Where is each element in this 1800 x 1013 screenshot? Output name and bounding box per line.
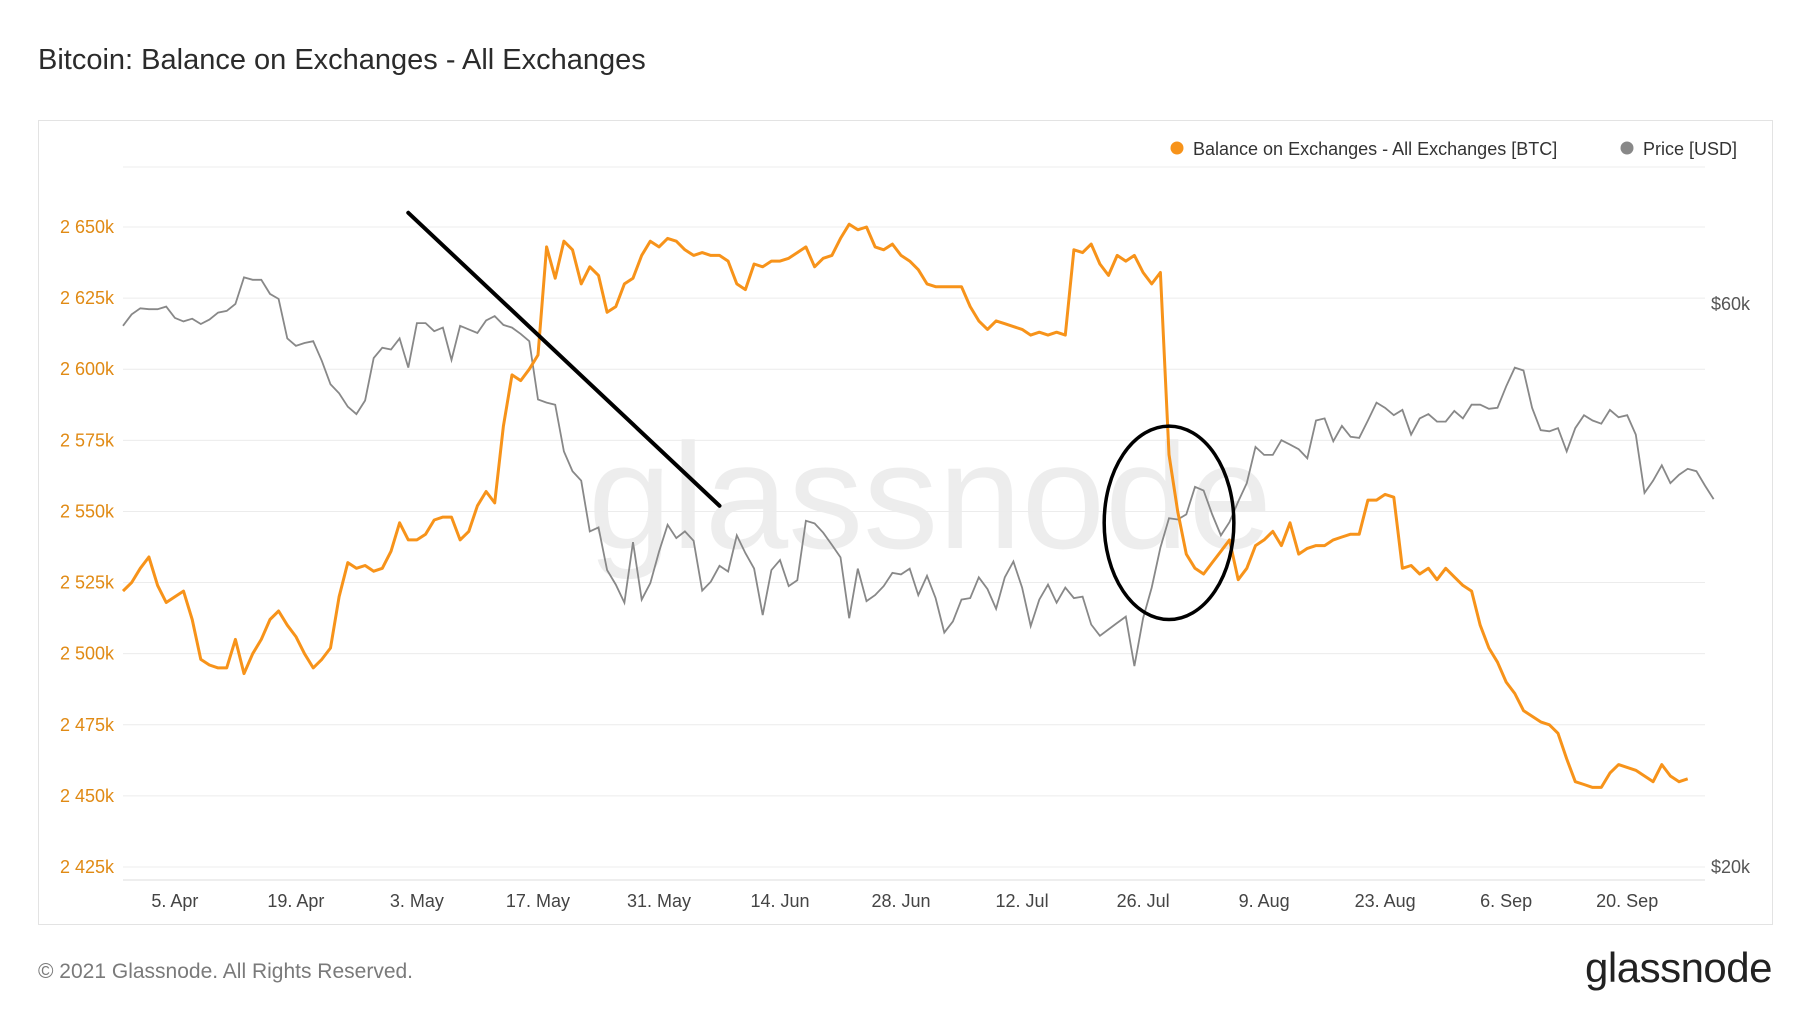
legend-label-price[interactable]: Price [USD]: [1643, 139, 1737, 159]
x-tick-label: 3. May: [390, 891, 444, 911]
legend-label-balance[interactable]: Balance on Exchanges - All Exchanges [BT…: [1193, 139, 1557, 159]
legend: Balance on Exchanges - All Exchanges [BT…: [1170, 139, 1737, 159]
annotation-highlight-ellipse: [1102, 424, 1236, 622]
left-tick-label: 2 450k: [60, 786, 115, 806]
left-tick-label: 2 600k: [60, 359, 115, 379]
left-tick-label: 2 525k: [60, 573, 115, 593]
left-tick-label: 2 425k: [60, 857, 115, 877]
balance-series-line: [121, 222, 1689, 789]
x-axis-labels: 5. Apr 19. Apr 3. May 17. May 31. May 14. Jun…: [151, 891, 1658, 911]
x-tick-label: 20. Sep: [1596, 891, 1658, 911]
left-tick-label: 2 475k: [60, 715, 115, 735]
price-series-line: [122, 276, 1715, 667]
x-tick-label: 23. Aug: [1355, 891, 1416, 911]
x-tick-label: 9. Aug: [1239, 891, 1290, 911]
legend-dot-balance[interactable]: [1170, 141, 1184, 155]
x-tick-label: 31. May: [627, 891, 691, 911]
left-tick-label: 2 575k: [60, 430, 115, 450]
x-tick-label: 12. Jul: [996, 891, 1049, 911]
annotations: [406, 210, 1236, 622]
left-axis-labels: 2 425k 2 450k 2 475k 2 500k 2 525k 2 550k 2 57…: [60, 217, 115, 877]
chart-title: Bitcoin: Balance on Exchanges - All Exch…: [38, 44, 646, 76]
legend-dot-price[interactable]: [1620, 141, 1634, 155]
annotation-trend-line: [406, 210, 722, 508]
left-tick-label: 2 650k: [60, 217, 115, 237]
left-tick-label: 2 550k: [60, 501, 115, 521]
copyright-text: © 2021 Glassnode. All Rights Reserved.: [38, 960, 414, 983]
grid-lines: [123, 166, 1705, 881]
x-tick-label: 17. May: [506, 891, 570, 911]
x-tick-label: 19. Apr: [267, 891, 324, 911]
chart-frame: [38, 120, 1773, 925]
x-tick-label: 28. Jun: [872, 891, 931, 911]
left-tick-label: 2 500k: [60, 644, 115, 664]
x-tick-label: 26. Jul: [1117, 891, 1170, 911]
right-axis-labels: $20k $60k: [1711, 294, 1751, 877]
right-tick-label: $20k: [1711, 857, 1751, 877]
left-tick-label: 2 625k: [60, 288, 115, 308]
x-tick-label: 5. Apr: [151, 891, 198, 911]
x-tick-label: 6. Sep: [1480, 891, 1532, 911]
glassnode-logo: glassnode: [1585, 944, 1772, 991]
x-tick-label: 14. Jun: [750, 891, 809, 911]
right-tick-label: $60k: [1711, 294, 1751, 314]
